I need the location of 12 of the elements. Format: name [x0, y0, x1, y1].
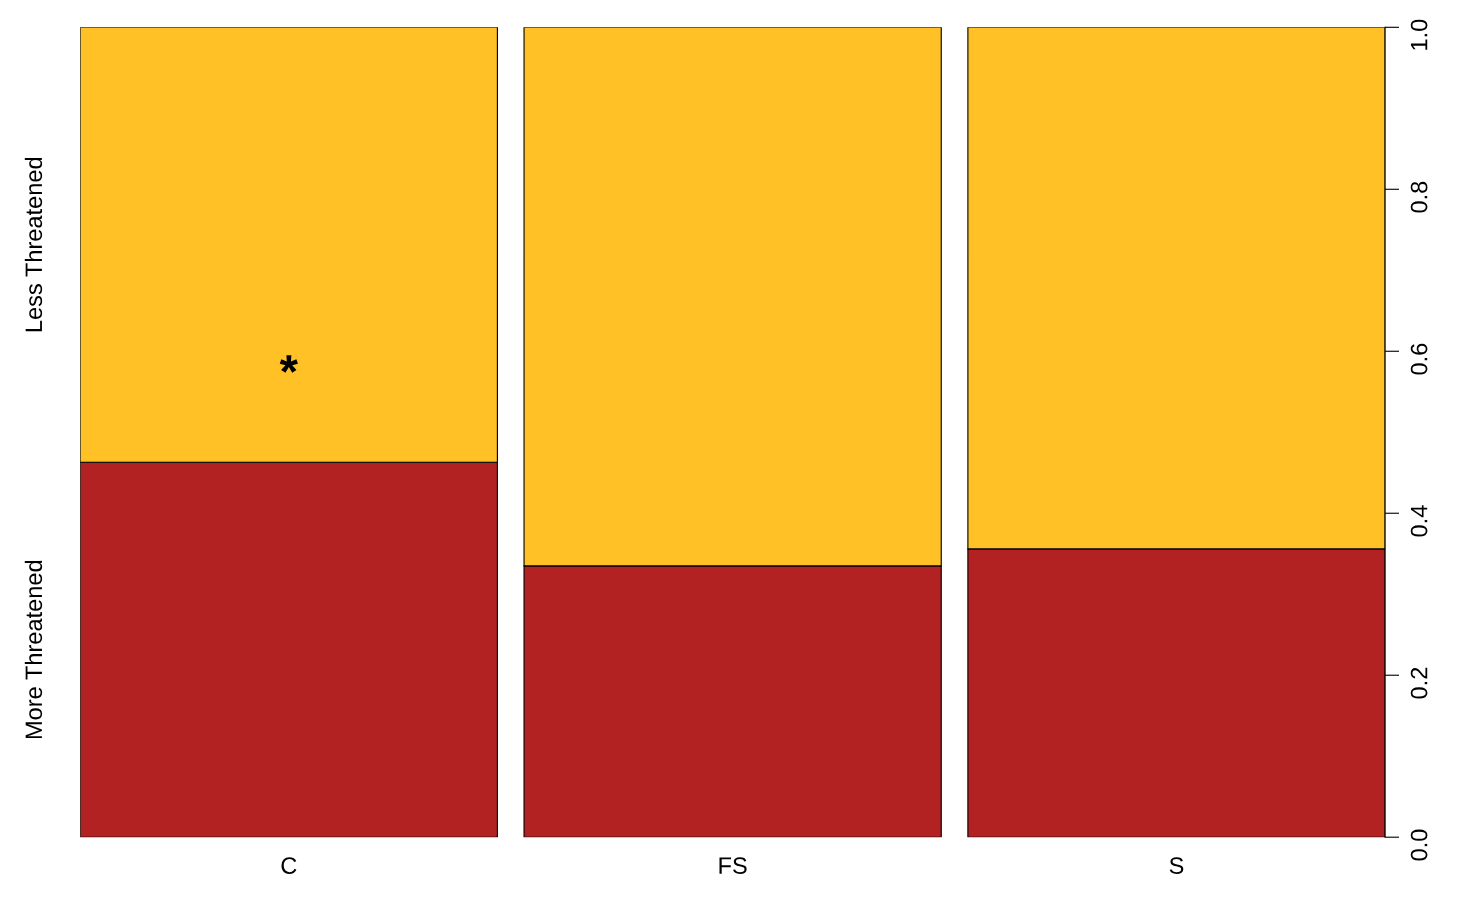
y-tick-label: 0.8 — [1410, 181, 1428, 213]
text: Less Threatened — [24, 157, 43, 332]
y-tick-label: 0.2 — [1410, 667, 1428, 699]
x-tick-label: C — [281, 857, 297, 874]
text: More Threatened — [24, 560, 43, 739]
y-tick-label: 0.6 — [1410, 343, 1428, 375]
y-tick-label: 0.4 — [1410, 505, 1428, 537]
x-tick-label: FS — [719, 857, 747, 874]
x-tick-label: S — [1169, 857, 1184, 874]
annotation: * — [279, 355, 298, 373]
y-tick-label: 1.0 — [1410, 19, 1428, 50]
y-tick-label: 0.0 — [1410, 829, 1428, 861]
